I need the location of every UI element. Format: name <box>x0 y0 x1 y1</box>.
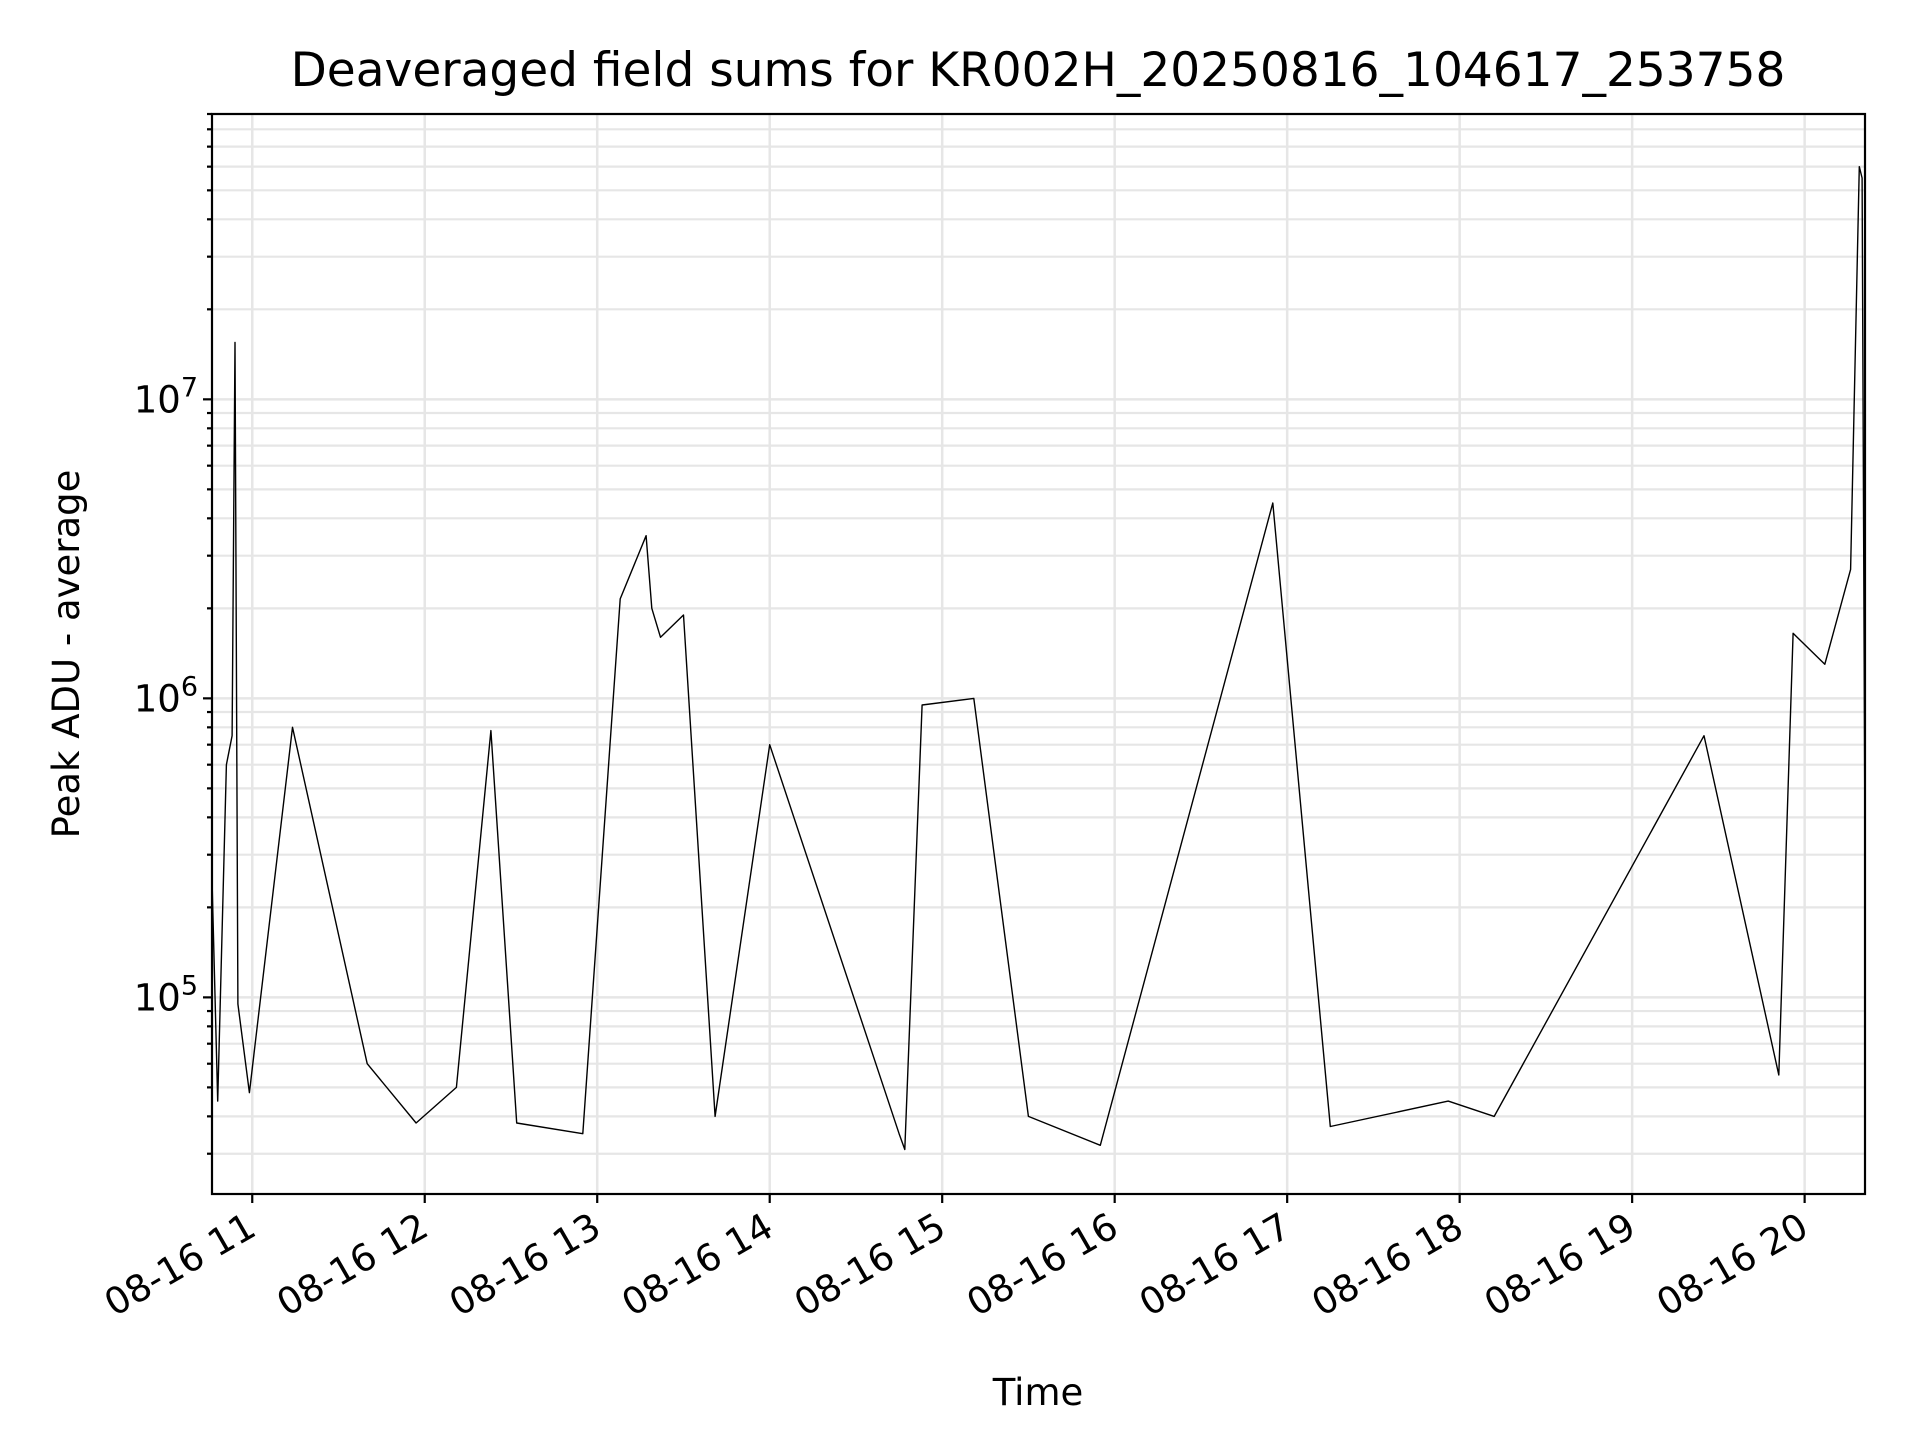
chart-title: Deaveraged field sums for KR002H_2025081… <box>291 43 1786 98</box>
y-axis-label: Peak ADU - average <box>45 470 88 839</box>
plot-frame <box>210 112 1867 1196</box>
y-tick-label: 105 <box>134 970 198 1019</box>
series-layer <box>211 166 1866 1151</box>
series-line <box>211 166 1866 1151</box>
grid <box>212 112 1865 1194</box>
x-axis-label: Time <box>992 1371 1084 1414</box>
y-tick-label: 107 <box>134 372 198 421</box>
y-tick-label: 106 <box>134 671 198 720</box>
